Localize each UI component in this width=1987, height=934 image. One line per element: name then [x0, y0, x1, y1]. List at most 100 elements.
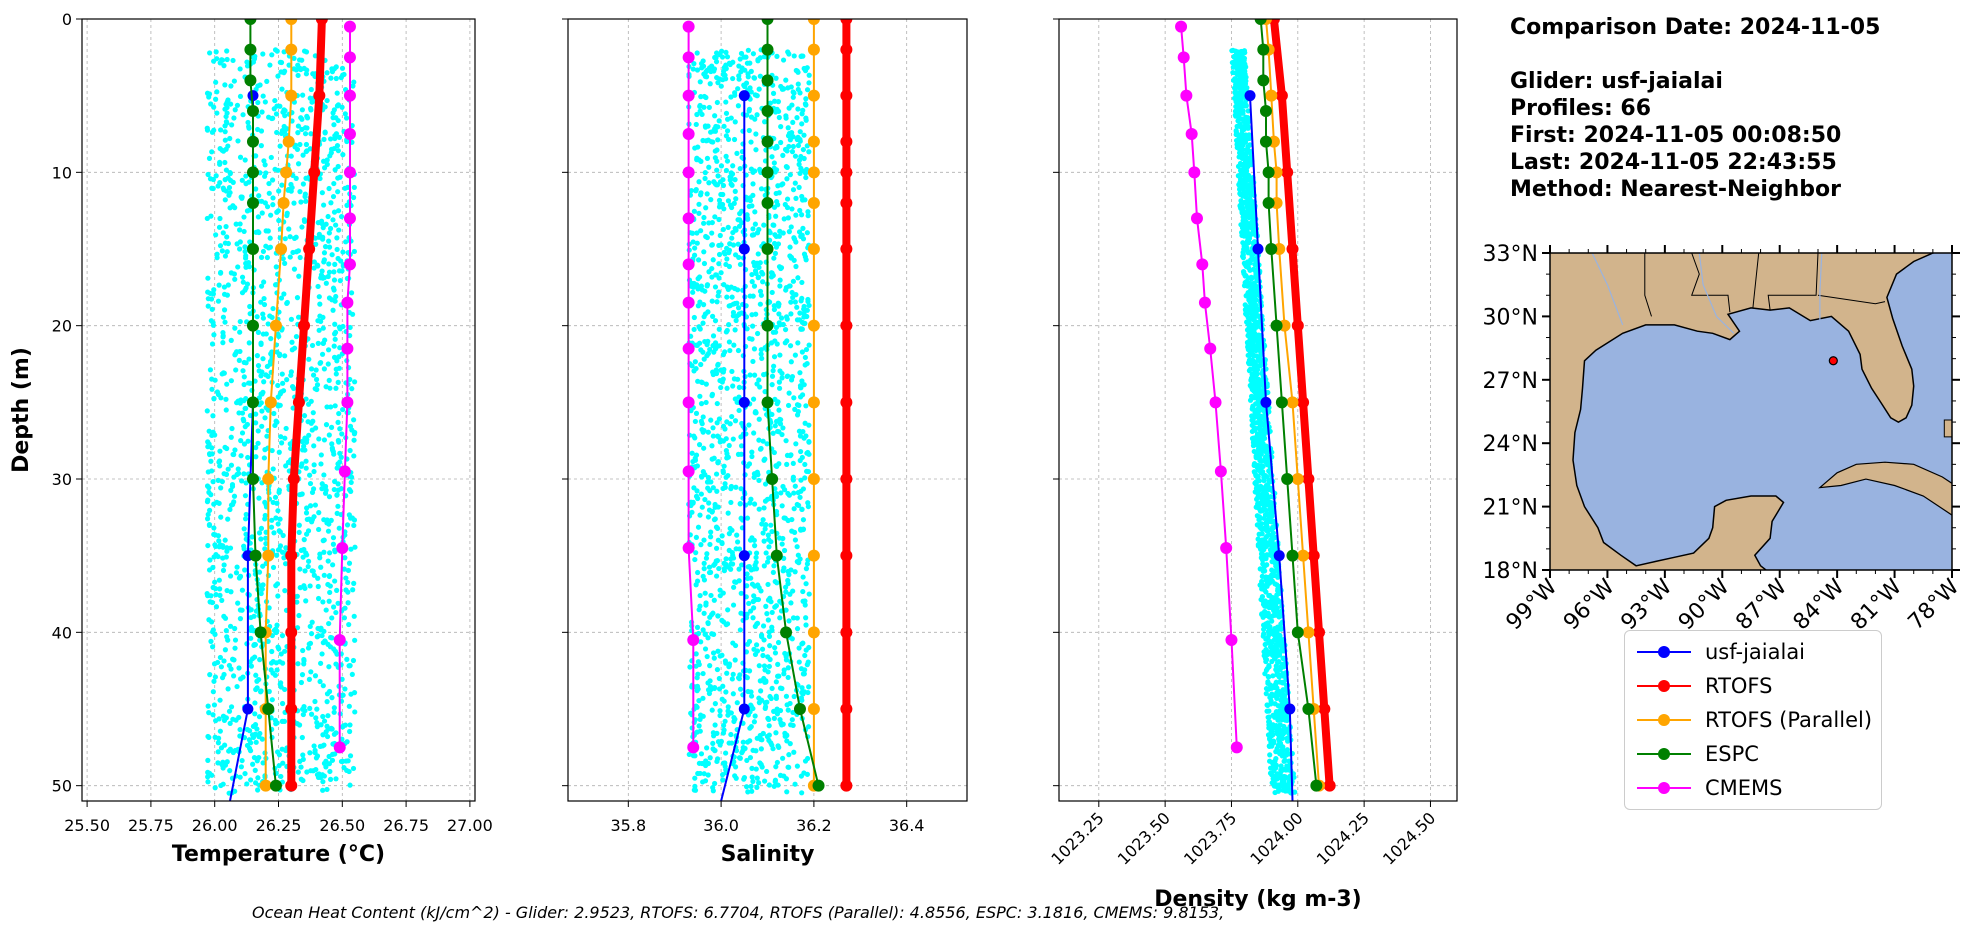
scatter-point [798, 477, 804, 483]
scatter-point [694, 111, 700, 118]
scatter-point [770, 90, 777, 96]
x-tick-label: 36.0 [703, 816, 739, 835]
scatter-point [706, 180, 712, 186]
scatter-point [282, 686, 288, 693]
scatter-point [716, 216, 722, 223]
scatter-point [716, 197, 723, 203]
scatter-point [805, 296, 811, 303]
scatter-point [691, 314, 697, 321]
scatter-point [806, 684, 812, 690]
series-marker [761, 319, 774, 332]
scatter-point [295, 769, 301, 775]
scatter-point [760, 623, 767, 629]
scatter-point [216, 577, 222, 583]
scatter-point [275, 547, 282, 553]
scatter-point [312, 698, 318, 705]
scatter-point [703, 94, 709, 101]
scatter-point [715, 80, 721, 86]
scatter-point [217, 145, 223, 152]
scatter-point [295, 72, 301, 79]
scatter-point [775, 661, 781, 667]
scatter-point [765, 669, 771, 675]
scatter-point [272, 97, 278, 104]
scatter-point [280, 760, 286, 766]
scatter-point [805, 500, 811, 506]
scatter-point [331, 343, 337, 349]
scatter-point [702, 496, 708, 503]
scatter-point [781, 547, 788, 554]
scatter-point [749, 765, 755, 771]
scatter-point [725, 607, 731, 613]
scatter-point [297, 189, 303, 195]
series-marker [682, 51, 695, 64]
scatter-point [714, 167, 720, 173]
scatter-point [793, 195, 799, 201]
scatter-point [351, 580, 357, 586]
scatter-point [779, 375, 785, 381]
scatter-point [725, 224, 731, 230]
scatter-point [732, 177, 738, 183]
scatter-point [225, 240, 232, 247]
series-marker [687, 741, 700, 754]
scatter-point [325, 581, 331, 588]
scatter-point [287, 441, 293, 447]
series-marker [840, 166, 853, 179]
series-marker [761, 19, 774, 25]
scatter-point [342, 686, 348, 692]
scatter-point [295, 661, 301, 667]
scatter-point [288, 153, 294, 159]
scatter-point [732, 764, 739, 770]
scatter-point [708, 534, 714, 540]
scatter-point [761, 538, 767, 544]
scatter-point [756, 477, 762, 484]
scatter-point [726, 531, 732, 537]
scatter-point [258, 341, 264, 348]
scatter-point [308, 420, 314, 426]
scatter-point [272, 282, 279, 288]
scatter-point [755, 274, 762, 280]
scatter-point [771, 563, 777, 569]
scatter-point [1242, 71, 1248, 77]
scatter-point [789, 289, 795, 296]
scatter-point [754, 92, 760, 99]
scatter-point [259, 423, 265, 429]
scatter-point [773, 679, 779, 685]
scatter-point [257, 689, 264, 695]
scatter-point [217, 586, 223, 592]
scatter-point [329, 441, 335, 447]
scatter-point [688, 710, 694, 716]
scatter-point [756, 437, 762, 443]
scatter-point [705, 772, 711, 778]
scatter-point [709, 274, 715, 280]
scatter-point [260, 331, 266, 337]
scatter-point [321, 549, 327, 555]
scatter-point [239, 587, 246, 593]
scatter-point [758, 746, 764, 752]
scatter-point [271, 530, 277, 536]
scatter-point [799, 193, 805, 200]
scatter-point [303, 141, 310, 148]
scatter-point [1233, 99, 1239, 105]
scatter-point [223, 113, 229, 120]
scatter-point [336, 134, 343, 140]
scatter-point [352, 379, 358, 385]
scatter-point [211, 661, 218, 667]
scatter-point [708, 197, 714, 203]
scatter-point [738, 50, 745, 57]
scatter-point [704, 155, 711, 161]
scatter-point [305, 563, 311, 570]
scatter-point [1264, 543, 1270, 549]
scatter-point [710, 610, 716, 616]
scatter-point [243, 255, 249, 261]
scatter-point [716, 686, 723, 692]
scatter-point [231, 474, 237, 480]
scatter-point [702, 288, 708, 294]
scatter-point [1275, 703, 1281, 709]
scatter-point [268, 154, 274, 161]
scatter-point [239, 177, 245, 183]
scatter-point [269, 314, 275, 321]
scatter-point [756, 416, 762, 422]
scatter-point [702, 170, 708, 176]
scatter-point [334, 90, 340, 96]
scatter-point [705, 620, 711, 626]
